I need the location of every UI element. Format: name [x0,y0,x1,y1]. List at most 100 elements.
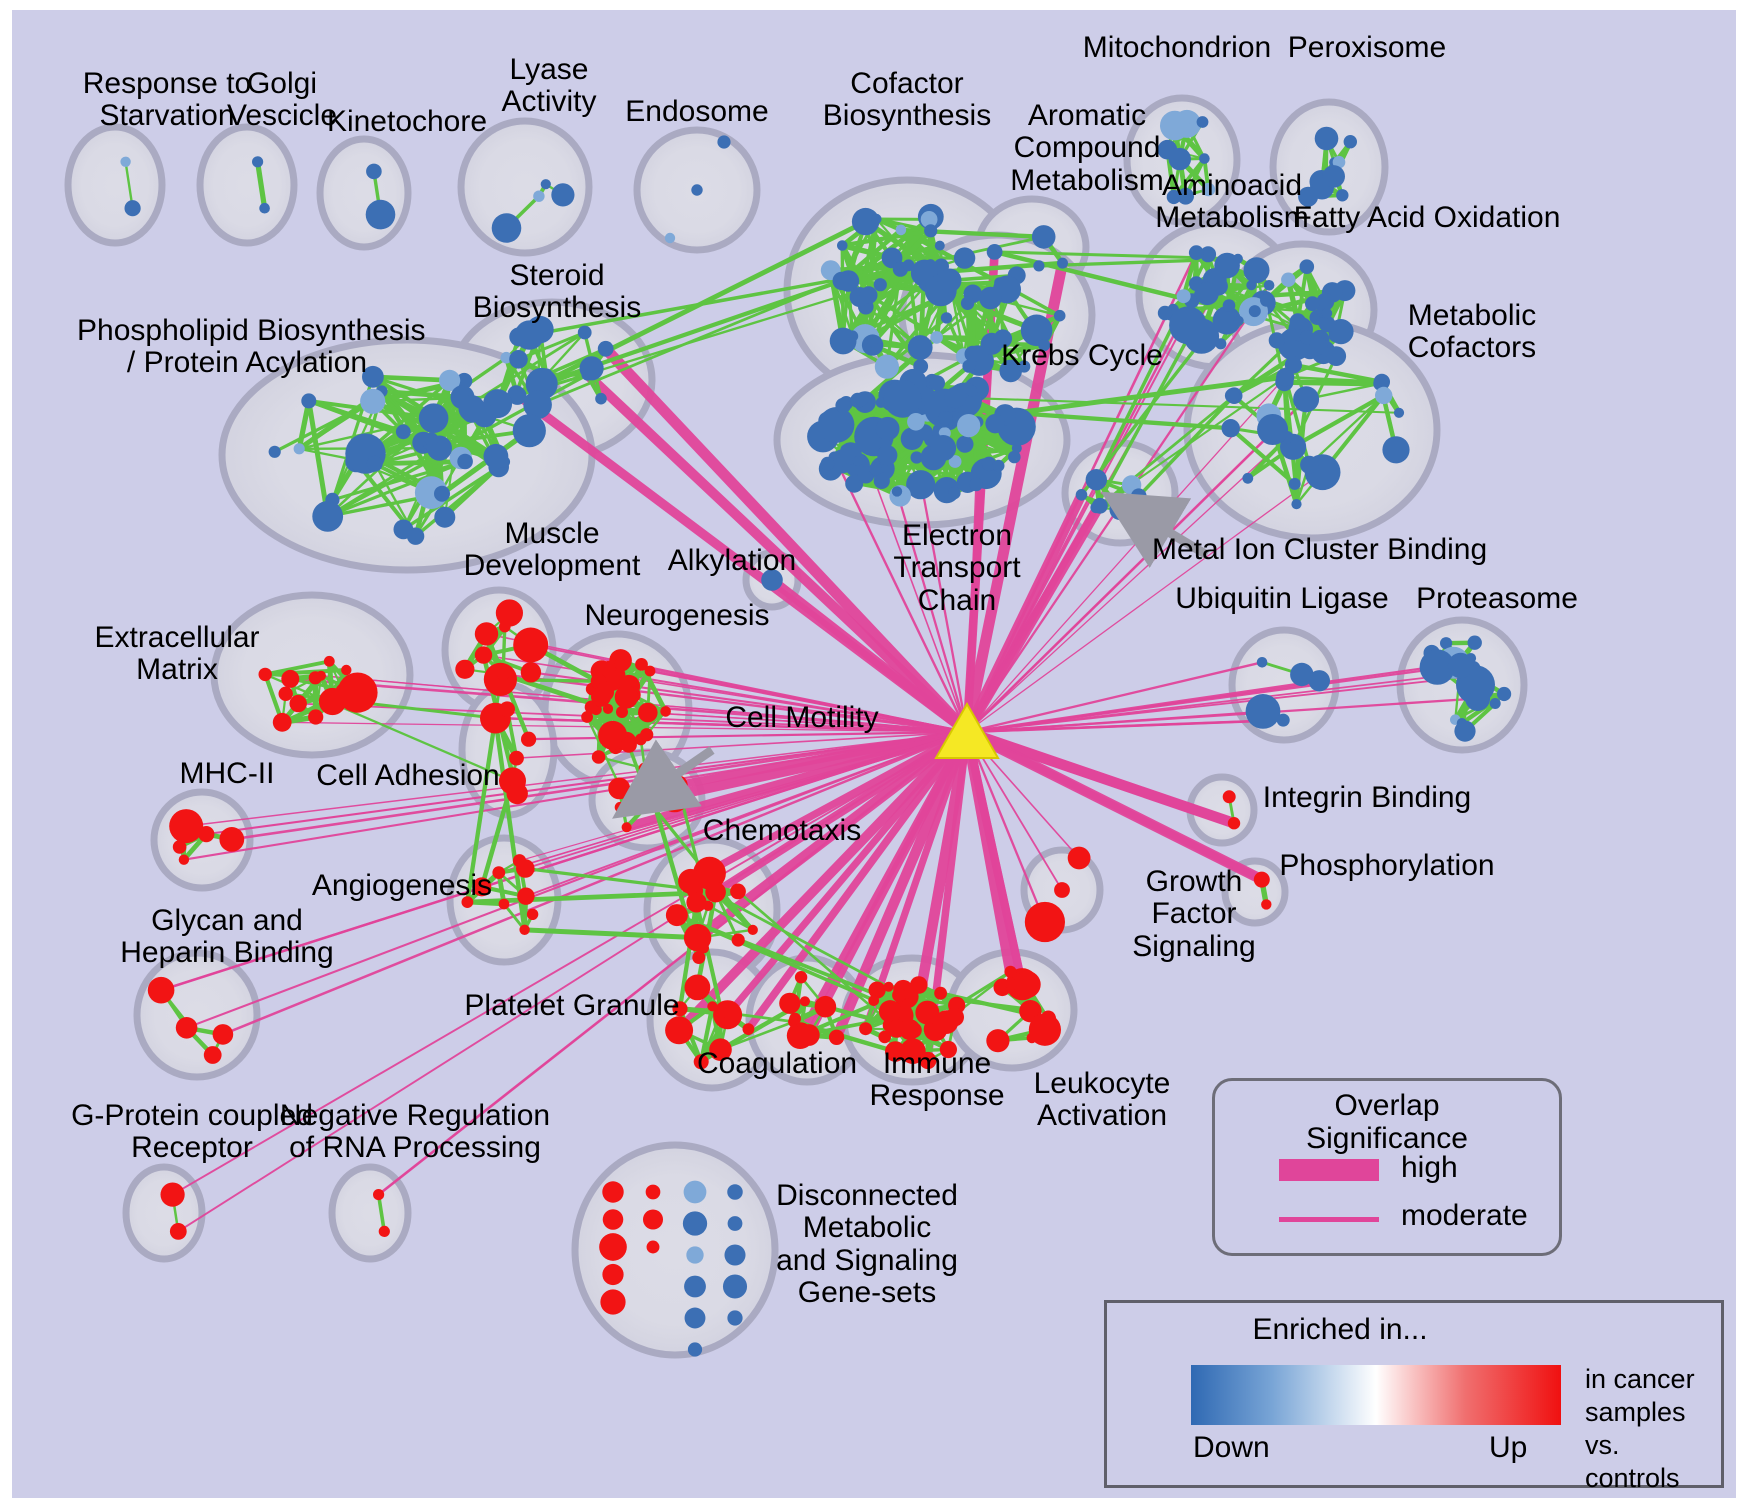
node [1177,187,1194,205]
label-cell-adhesion: Cell Adhesion [316,759,500,792]
hub-node-colon-cancer-disease-genes[interactable] [934,701,1000,759]
node [595,392,607,405]
node [660,706,671,717]
node [259,202,270,214]
edge [1292,393,1385,449]
node [1497,686,1512,702]
node [147,976,175,1004]
edge [1285,375,1382,384]
edge-bridge [524,927,698,941]
label-kinetochore: Kinetochore [326,105,488,138]
node [1176,289,1191,304]
node [281,669,300,688]
node [885,1041,906,1062]
node [360,388,386,414]
node [1309,336,1328,356]
node [966,385,978,397]
node [1321,308,1333,319]
node [579,356,604,381]
node [1053,309,1066,322]
edge [517,331,586,361]
node [868,995,880,1006]
node [520,662,542,683]
node [198,826,215,843]
node [614,658,627,671]
label-muscle-development: Muscle Development [463,517,641,583]
node [289,694,307,713]
node [1233,315,1244,326]
node [902,259,915,272]
hub-edge [172,731,968,1196]
edge [332,460,466,502]
node [1308,670,1331,692]
node [1008,450,1021,464]
legend-overlap-title: Overlap Significance [1306,1089,1468,1155]
arrow-metal-ion-cluster-binding [1100,491,1210,569]
node [1245,694,1281,729]
node [873,472,890,489]
node [1201,182,1216,197]
node [1447,652,1474,679]
label-coagulation: Coagulation [696,1047,858,1080]
label-lyase-activity: Lyase Activity [501,53,597,119]
node [516,859,535,878]
node [1288,477,1301,490]
edge-bridge [694,901,724,1013]
edge [839,244,872,297]
node [986,244,1003,260]
node [219,827,245,852]
node [835,397,851,414]
node [124,200,141,217]
label-platelet-granule: Platelet Granule [464,989,680,1022]
edge [545,347,607,377]
label-extracellular-matrix: Extracellular Matrix [94,621,260,687]
node [900,427,924,451]
node [508,386,527,405]
legend-overlap-significance: Overlap Significance high moderate [1212,1078,1562,1256]
node [684,1307,706,1329]
node [829,327,857,355]
legend-color-gradient [1191,1365,1561,1425]
edge [1229,426,1297,486]
node [644,665,656,677]
node [497,668,510,681]
node [638,702,658,723]
hub-edge [519,731,968,862]
node [957,414,981,438]
hub-edge [498,731,968,874]
node [1212,306,1242,335]
node [455,659,475,679]
node [985,414,1005,434]
node [742,1023,755,1035]
label-angiogenesis: Angiogenesis [311,869,493,902]
node [600,1289,626,1315]
node [1195,281,1219,306]
hub-edge [966,661,1263,734]
edge-bridge [479,780,515,888]
node [645,1184,661,1200]
hub-edge [965,728,1264,883]
hub-edge [966,710,1264,733]
node [366,455,383,472]
node [434,506,456,528]
label-neurogenesis: Neurogenesis [584,599,770,632]
node [929,375,945,391]
hub-edge [915,457,969,733]
node [616,706,628,718]
hub-edge [601,345,972,736]
node [1227,817,1241,830]
edge [373,396,464,465]
node [907,413,925,431]
edge [376,1194,387,1232]
node [418,403,449,434]
node [1028,1013,1061,1046]
node [1067,846,1091,870]
edge [841,228,932,248]
node [1256,657,1268,668]
node [1200,246,1217,263]
node [175,1017,198,1039]
edge [255,161,268,209]
node [899,1019,921,1041]
node [1260,293,1273,307]
node [992,459,1005,472]
